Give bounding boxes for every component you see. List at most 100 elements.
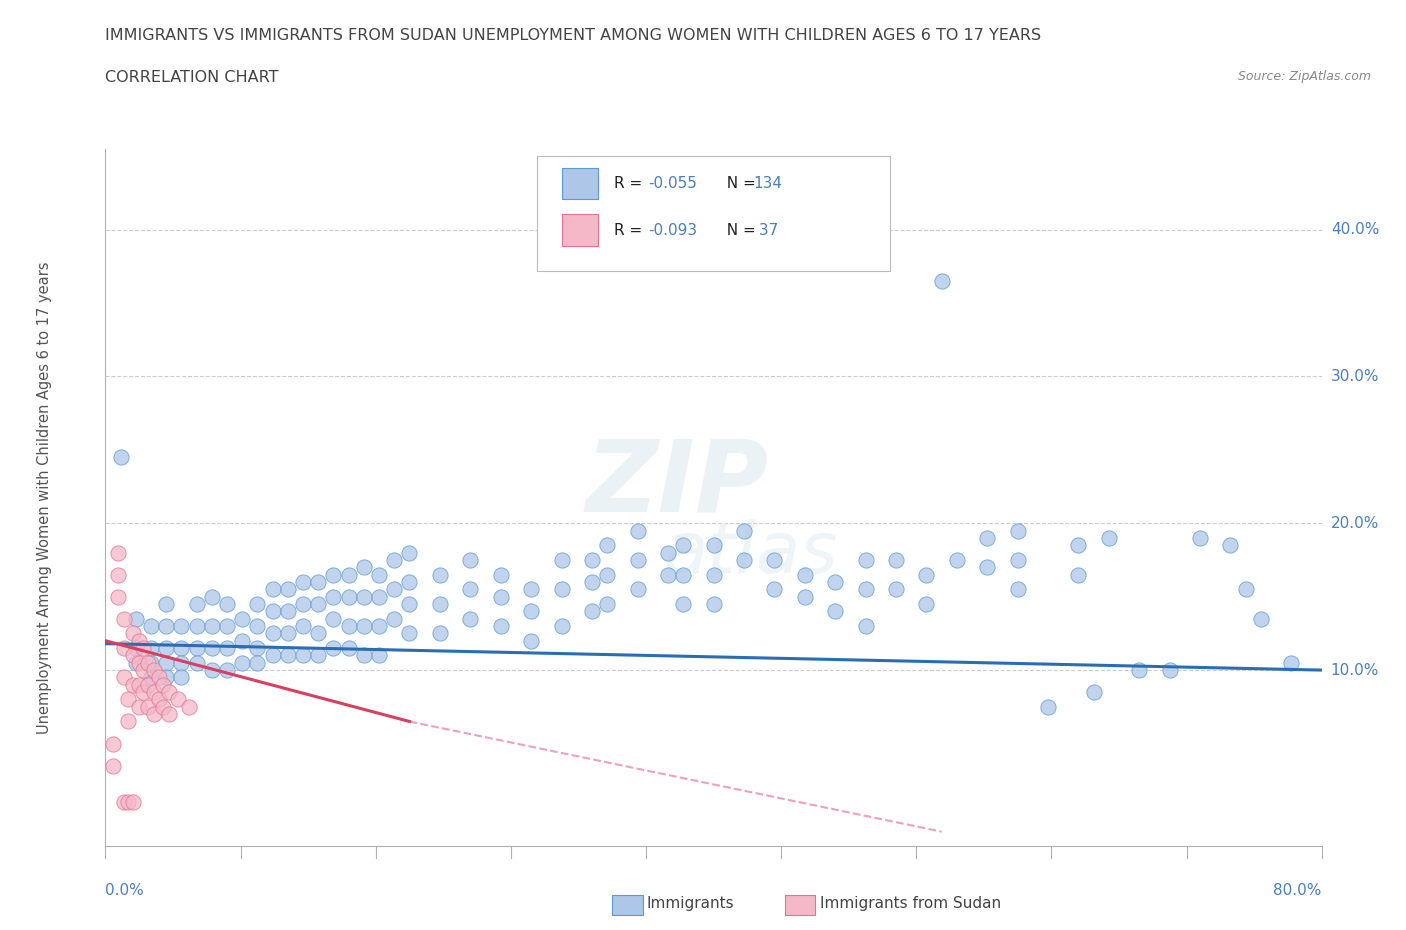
Point xyxy=(353,560,375,575)
Point xyxy=(1159,663,1181,678)
Point xyxy=(581,575,603,590)
Point xyxy=(550,618,572,633)
Point xyxy=(262,604,284,618)
Point xyxy=(915,596,938,611)
Point xyxy=(1279,656,1302,671)
Text: R =: R = xyxy=(614,176,647,191)
Point xyxy=(155,618,177,633)
Point xyxy=(155,656,177,671)
Point xyxy=(458,611,481,626)
Point xyxy=(139,670,162,684)
Point xyxy=(231,656,253,671)
Point xyxy=(132,663,155,678)
Point xyxy=(307,626,329,641)
Point xyxy=(177,699,200,714)
Point xyxy=(368,567,391,582)
Point xyxy=(520,633,543,648)
Point xyxy=(657,567,679,582)
Point xyxy=(824,575,846,590)
Text: 30.0%: 30.0% xyxy=(1330,369,1379,384)
Point xyxy=(793,590,815,604)
Point xyxy=(262,582,284,597)
Point xyxy=(733,552,755,567)
Text: ZIP: ZIP xyxy=(585,435,769,532)
Point xyxy=(136,699,159,714)
Text: Unemployment Among Women with Children Ages 6 to 17 years: Unemployment Among Women with Children A… xyxy=(37,261,52,734)
Point xyxy=(429,596,451,611)
Point xyxy=(121,648,143,663)
Point xyxy=(217,663,239,678)
Point xyxy=(884,552,907,567)
Point xyxy=(155,596,177,611)
Point xyxy=(246,618,269,633)
Point xyxy=(1219,538,1241,552)
Point xyxy=(550,552,572,567)
Point xyxy=(884,582,907,597)
Point xyxy=(262,648,284,663)
Point xyxy=(945,552,967,567)
Point xyxy=(201,663,224,678)
Point xyxy=(186,641,208,656)
Point xyxy=(201,641,224,656)
Point xyxy=(143,684,166,699)
Point xyxy=(170,656,193,671)
Text: R =: R = xyxy=(614,222,647,237)
Point xyxy=(337,641,360,656)
Point xyxy=(148,670,170,684)
Point xyxy=(307,575,329,590)
Point xyxy=(132,684,155,699)
Point xyxy=(292,575,315,590)
Point xyxy=(121,795,143,810)
Point xyxy=(337,618,360,633)
Text: Immigrants: Immigrants xyxy=(647,897,734,911)
Point xyxy=(976,560,998,575)
FancyBboxPatch shape xyxy=(537,156,890,271)
Text: 80.0%: 80.0% xyxy=(1274,883,1322,898)
Point xyxy=(101,758,124,773)
Point xyxy=(337,567,360,582)
Point xyxy=(143,663,166,678)
Text: IMMIGRANTS VS IMMIGRANTS FROM SUDAN UNEMPLOYMENT AMONG WOMEN WITH CHILDREN AGES : IMMIGRANTS VS IMMIGRANTS FROM SUDAN UNEM… xyxy=(105,28,1042,43)
Point xyxy=(353,618,375,633)
Point xyxy=(1234,582,1257,597)
Point xyxy=(217,618,239,633)
Point xyxy=(231,633,253,648)
Point xyxy=(121,677,143,692)
Point xyxy=(672,567,695,582)
Point xyxy=(107,567,129,582)
Point xyxy=(626,524,648,538)
Point xyxy=(353,590,375,604)
Point xyxy=(101,736,124,751)
Point xyxy=(107,590,129,604)
Point xyxy=(1067,567,1090,582)
Point xyxy=(458,582,481,597)
Point xyxy=(155,641,177,656)
Point xyxy=(167,692,190,707)
Point xyxy=(368,590,391,604)
Point xyxy=(117,714,139,729)
Point xyxy=(128,656,150,671)
Text: N =: N = xyxy=(717,176,761,191)
Point xyxy=(702,596,725,611)
Text: 10.0%: 10.0% xyxy=(1330,662,1379,678)
Point xyxy=(657,545,679,560)
Point xyxy=(186,656,208,671)
Point xyxy=(382,552,405,567)
Point xyxy=(489,567,512,582)
Text: Immigrants from Sudan: Immigrants from Sudan xyxy=(820,897,1001,911)
Point xyxy=(139,641,162,656)
Point xyxy=(931,273,953,288)
Text: -0.093: -0.093 xyxy=(648,222,697,237)
Point xyxy=(201,618,224,633)
Point xyxy=(976,530,998,545)
Point xyxy=(117,795,139,810)
Point xyxy=(128,699,150,714)
Point xyxy=(125,656,148,671)
Point xyxy=(672,596,695,611)
Point xyxy=(672,538,695,552)
Point xyxy=(112,641,135,656)
FancyBboxPatch shape xyxy=(561,168,598,199)
Point xyxy=(170,670,193,684)
Point xyxy=(1083,684,1105,699)
Point xyxy=(246,596,269,611)
